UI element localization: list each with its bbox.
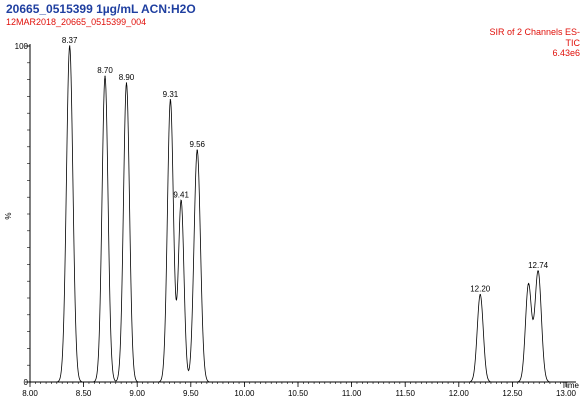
x-axis-label: Time [562, 381, 580, 390]
x-tick-label: 9.50 [183, 389, 199, 397]
chart-axes: 8.00 8.50 9.00 9.50 10.00 10.50 11.00 11.50 12.0… [4, 42, 580, 397]
peak-retention-label: 9.31 [163, 90, 179, 99]
y-axis-label: % [4, 212, 13, 219]
sample-run-label: 12MAR2018_20665_0515399_004 [6, 17, 147, 27]
x-tick-label: 12.00 [449, 389, 470, 397]
x-tick-label: 13.00 [556, 389, 577, 397]
peak-retention-label: 8.90 [119, 73, 135, 82]
chart-trace-layer [30, 46, 566, 383]
channel-info-label: SIR of 2 Channels ES- [489, 27, 580, 37]
x-tick-label: 8.00 [22, 389, 38, 397]
y-tick-label: 0 [24, 378, 29, 387]
tic-trace-line [30, 46, 566, 383]
x-tick-label: 10.50 [288, 389, 309, 397]
x-tick-label: 11.00 [342, 389, 362, 397]
peak-apex-point [196, 149, 198, 151]
x-tick-label: 10.00 [234, 389, 255, 397]
peak-labels: 8.37 8.70 8.90 9.31 9.41 9.56 12.20 12.74 [62, 36, 549, 296]
trace-type-label: TIC [565, 38, 580, 48]
x-tick-label: 9.00 [129, 389, 145, 397]
peak-apex-point [169, 99, 172, 101]
peak-retention-label: 8.37 [62, 36, 78, 45]
x-tick-label: 8.50 [76, 389, 92, 397]
peak-retention-label: 9.41 [173, 191, 189, 200]
x-tick-label: 12.50 [502, 389, 523, 397]
y-tick-label: 100 [15, 42, 29, 51]
peak-apex-point [479, 294, 481, 296]
peak-apex-point [527, 283, 530, 286]
peak-apex-point [69, 45, 71, 47]
peak-apex-point [125, 82, 128, 84]
peak-apex-point [104, 75, 106, 77]
chart-title: 20665_0515399 1µg/mL ACN:H2O [6, 2, 196, 16]
x-tick-label: 11.50 [395, 389, 415, 397]
peak-retention-label: 9.56 [189, 140, 205, 149]
peak-apex-point [537, 270, 539, 272]
peak-retention-label: 12.20 [470, 285, 491, 294]
intensity-label: 6.43e6 [552, 48, 580, 58]
peak-retention-label: 12.74 [528, 261, 549, 270]
peak-apex-point [180, 199, 182, 202]
peak-retention-label: 8.70 [97, 66, 113, 75]
